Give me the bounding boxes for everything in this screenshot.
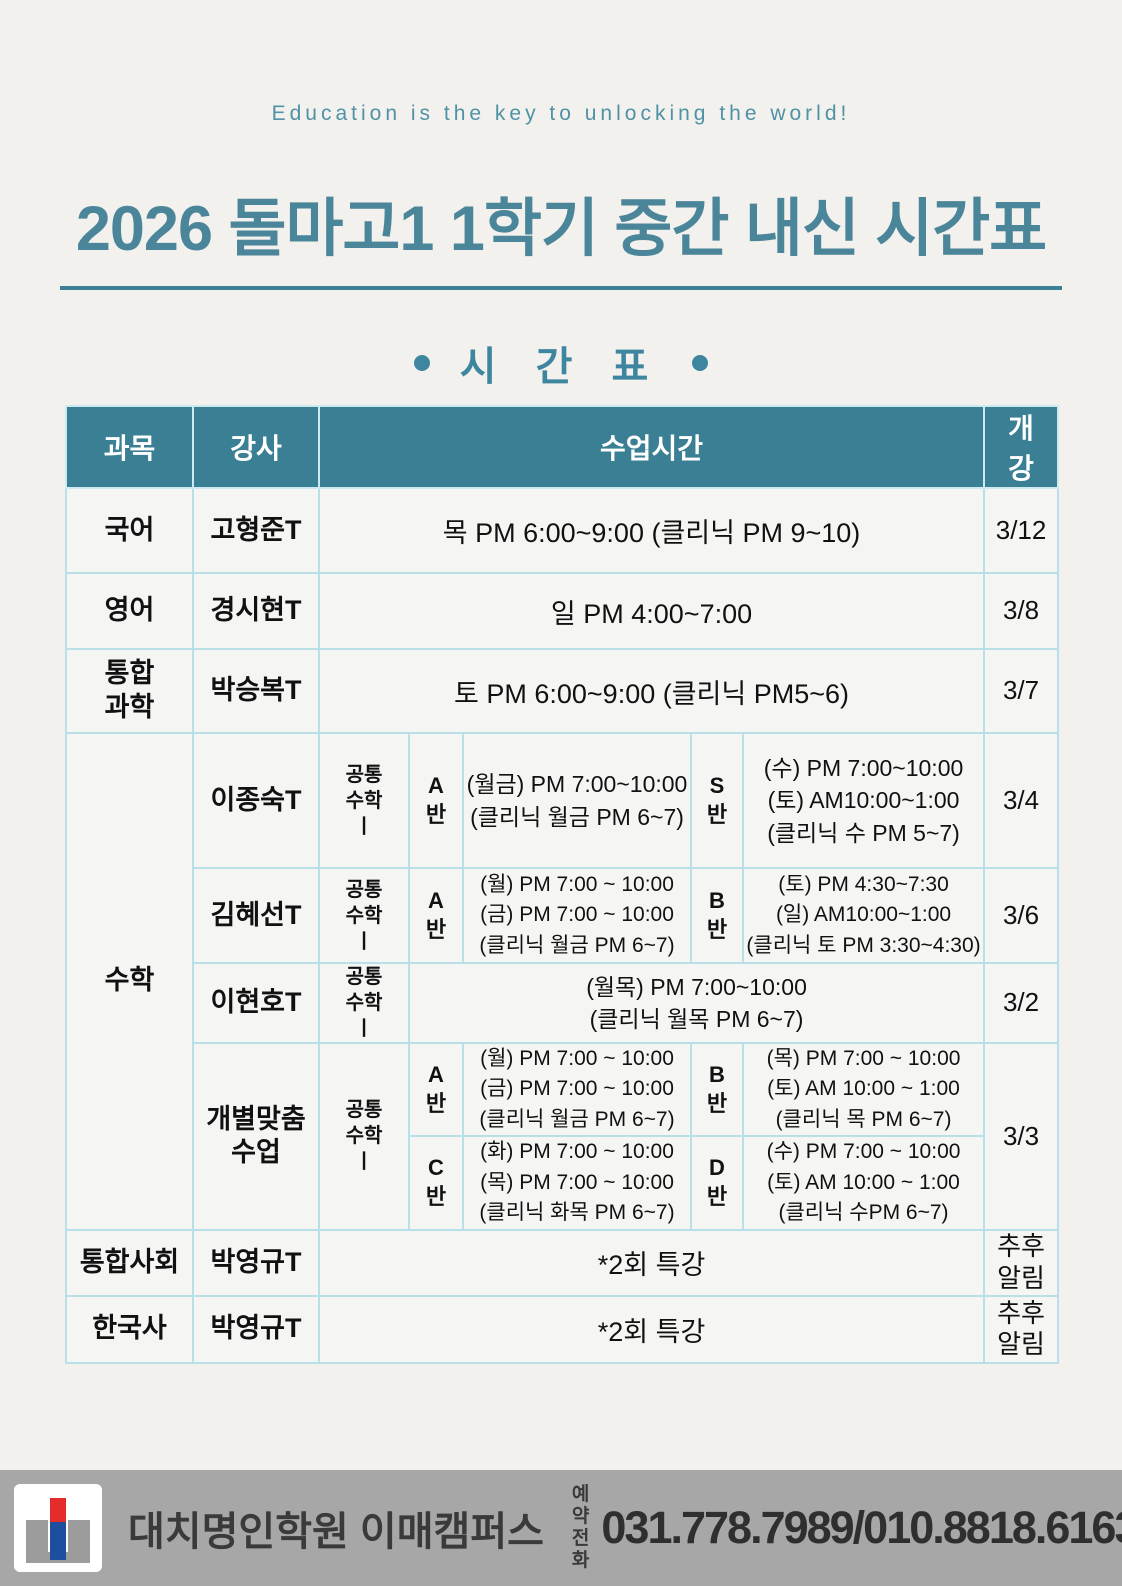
col-header-start: 개 강 — [983, 405, 1060, 489]
class-cell: A 반 — [408, 867, 464, 964]
subject-cell: 통합사회 — [65, 1228, 194, 1297]
header-row: 과목 강사 수업시간 개 강 — [65, 405, 1060, 489]
course-cell: 공통 수학 ㅣ — [318, 962, 410, 1044]
table-row-math: C 반 (화) PM 7:00 ~ 10:00 (목) PM 7:00 ~ 10… — [66, 1135, 1058, 1231]
logo-pedestal-right — [68, 1520, 90, 1554]
teacher-cell: 개별맞춤 수업 — [192, 1042, 320, 1231]
start-date-cell: 추후 알림 — [983, 1228, 1060, 1297]
teacher-cell: 이종숙T — [192, 732, 320, 869]
bullet-icon — [413, 355, 430, 371]
time-cell: (수) PM 7:00~10:00 (토) AM10:00~1:00 (클리닉 … — [741, 732, 986, 869]
time-cell: (월금) PM 7:00~10:00 (클리닉 월금 PM 6~7) — [462, 732, 692, 869]
time-cell: (화) PM 7:00 ~ 10:00 (목) PM 7:00 ~ 10:00 … — [462, 1135, 692, 1231]
phone-label: 예약 전화 — [571, 1484, 590, 1571]
class-cell: B 반 — [690, 1041, 744, 1138]
subject-cell: 영어 — [65, 572, 194, 650]
course-cell: 공통 수학 ㅣ — [318, 867, 410, 964]
table-row: 국어 고형준T 목 PM 6:00~9:00 (클리닉 PM 9~10) 3/1… — [65, 487, 1060, 574]
course-cell: 공통 수학 ㅣ — [318, 732, 410, 869]
class-cell: D 반 — [690, 1135, 744, 1231]
subtitle-row: 시 간 표 — [0, 334, 1122, 392]
phone-number: 031.778.7989/010.8818.6163 — [601, 1502, 1122, 1553]
class-cell: C 반 — [408, 1135, 464, 1231]
col-header-teacher: 강사 — [192, 405, 320, 489]
subject-cell: 한국사 — [65, 1294, 194, 1364]
footer-bar: 대치명인학원 이매캠퍼스 예약 전화 031.778.7989/010.8818… — [0, 1470, 1122, 1586]
time-cell: (토) PM 4:30~7:30 (일) AM10:00~1:00 (클리닉 토… — [741, 867, 986, 964]
col-header-subject: 과목 — [65, 405, 194, 489]
teacher-cell: 박영규T — [192, 1294, 320, 1364]
class-cell: S 반 — [690, 732, 744, 869]
table-row: 통합사회 박영규T *2회 특강 추후 알림 — [65, 1228, 1060, 1297]
class-cell: A 반 — [408, 732, 464, 869]
table-row-math: 개별맞춤 수업 공통 수학 ㅣ A 반 (월) PM 7:00 ~ 10:00 … — [66, 1041, 1060, 1231]
table-row: 한국사 박영규T *2회 특강 추후 알림 — [65, 1294, 1060, 1364]
teacher-cell: 박승복T — [192, 648, 320, 734]
teacher-cell: 박영규T — [192, 1228, 320, 1297]
page-title: 2026 돌마고1 1학기 중간 내신 시간표 — [75, 194, 1047, 264]
subject-cell: 수학 — [65, 732, 194, 1231]
teacher-cell: 김혜선T — [192, 867, 320, 964]
logo-blue-block — [50, 1522, 66, 1560]
start-date-cell: 3/4 — [983, 732, 1060, 869]
bullet-icon — [692, 355, 709, 371]
table-row-math: 이현호T 공통 수학 ㅣ (월목) PM 7:00~10:00 (클리닉 월목 … — [66, 962, 1060, 1044]
class-cell: A 반 — [408, 1041, 464, 1138]
start-date-cell: 3/3 — [983, 1042, 1060, 1231]
class-cell: B 반 — [690, 867, 744, 964]
start-date-cell: 3/2 — [983, 962, 1060, 1044]
table-row-math: 김혜선T 공통 수학 ㅣ A 반 (월) PM 7:00 ~ 10:00 (금)… — [66, 867, 1060, 964]
table-row-math: 수학 이종숙T 공통 수학 ㅣ A 반 (월금) PM 7:00~10:00 (… — [65, 732, 1060, 1231]
time-cell: (목) PM 7:00 ~ 10:00 (토) AM 10:00 ~ 1:00 … — [741, 1041, 986, 1138]
time-cell: 토 PM 6:00~9:00 (클리닉 PM5~6) — [317, 648, 986, 734]
subject-cell: 국어 — [65, 487, 194, 574]
subject-cell: 통합 과학 — [65, 648, 194, 734]
table-row: 통합 과학 박승복T 토 PM 6:00~9:00 (클리닉 PM5~6) 3/… — [65, 648, 1060, 734]
start-date-cell: 3/7 — [983, 648, 1060, 734]
start-date-cell: 3/12 — [983, 487, 1060, 574]
start-date-cell: 3/6 — [983, 867, 1060, 964]
timetable: 과목 강사 수업시간 개 강 국어 고형준T 목 PM 6:00~9:00 (클… — [65, 405, 1060, 1364]
time-cell: *2회 특강 — [317, 1228, 986, 1297]
teacher-cell: 경시현T — [192, 572, 320, 650]
subtitle: 시 간 표 — [459, 345, 663, 389]
start-date-cell: 3/8 — [983, 572, 1060, 650]
col-header-time: 수업시간 — [317, 405, 986, 489]
logo-pedestal-left — [26, 1520, 48, 1554]
academy-logo-icon — [14, 1484, 102, 1572]
logo-red-block — [50, 1498, 66, 1522]
teacher-cell: 고형준T — [192, 487, 320, 574]
time-cell: (수) PM 7:00 ~ 10:00 (토) AM 10:00 ~ 1:00 … — [741, 1135, 986, 1231]
teacher-cell: 이현호T — [192, 962, 320, 1044]
time-cell: (월) PM 7:00 ~ 10:00 (금) PM 7:00 ~ 10:00 … — [462, 1041, 692, 1138]
academy-name: 대치명인학원 이매캠퍼스 — [128, 1510, 544, 1554]
tagline: Education is the key to unlocking the wo… — [271, 102, 851, 125]
time-cell: (월목) PM 7:00~10:00 (클리닉 월목 PM 6~7) — [407, 962, 986, 1044]
time-cell: 일 PM 4:00~7:00 — [317, 572, 986, 650]
course-cell: 공통 수학 ㅣ — [318, 1042, 410, 1231]
start-date-cell: 추후 알림 — [983, 1294, 1060, 1364]
title-underline — [60, 286, 1062, 290]
table-row: 영어 경시현T 일 PM 4:00~7:00 3/8 — [65, 572, 1060, 650]
time-cell: 목 PM 6:00~9:00 (클리닉 PM 9~10) — [317, 487, 986, 574]
time-cell: *2회 특강 — [317, 1294, 986, 1364]
time-cell: (월) PM 7:00 ~ 10:00 (금) PM 7:00 ~ 10:00 … — [462, 867, 692, 964]
